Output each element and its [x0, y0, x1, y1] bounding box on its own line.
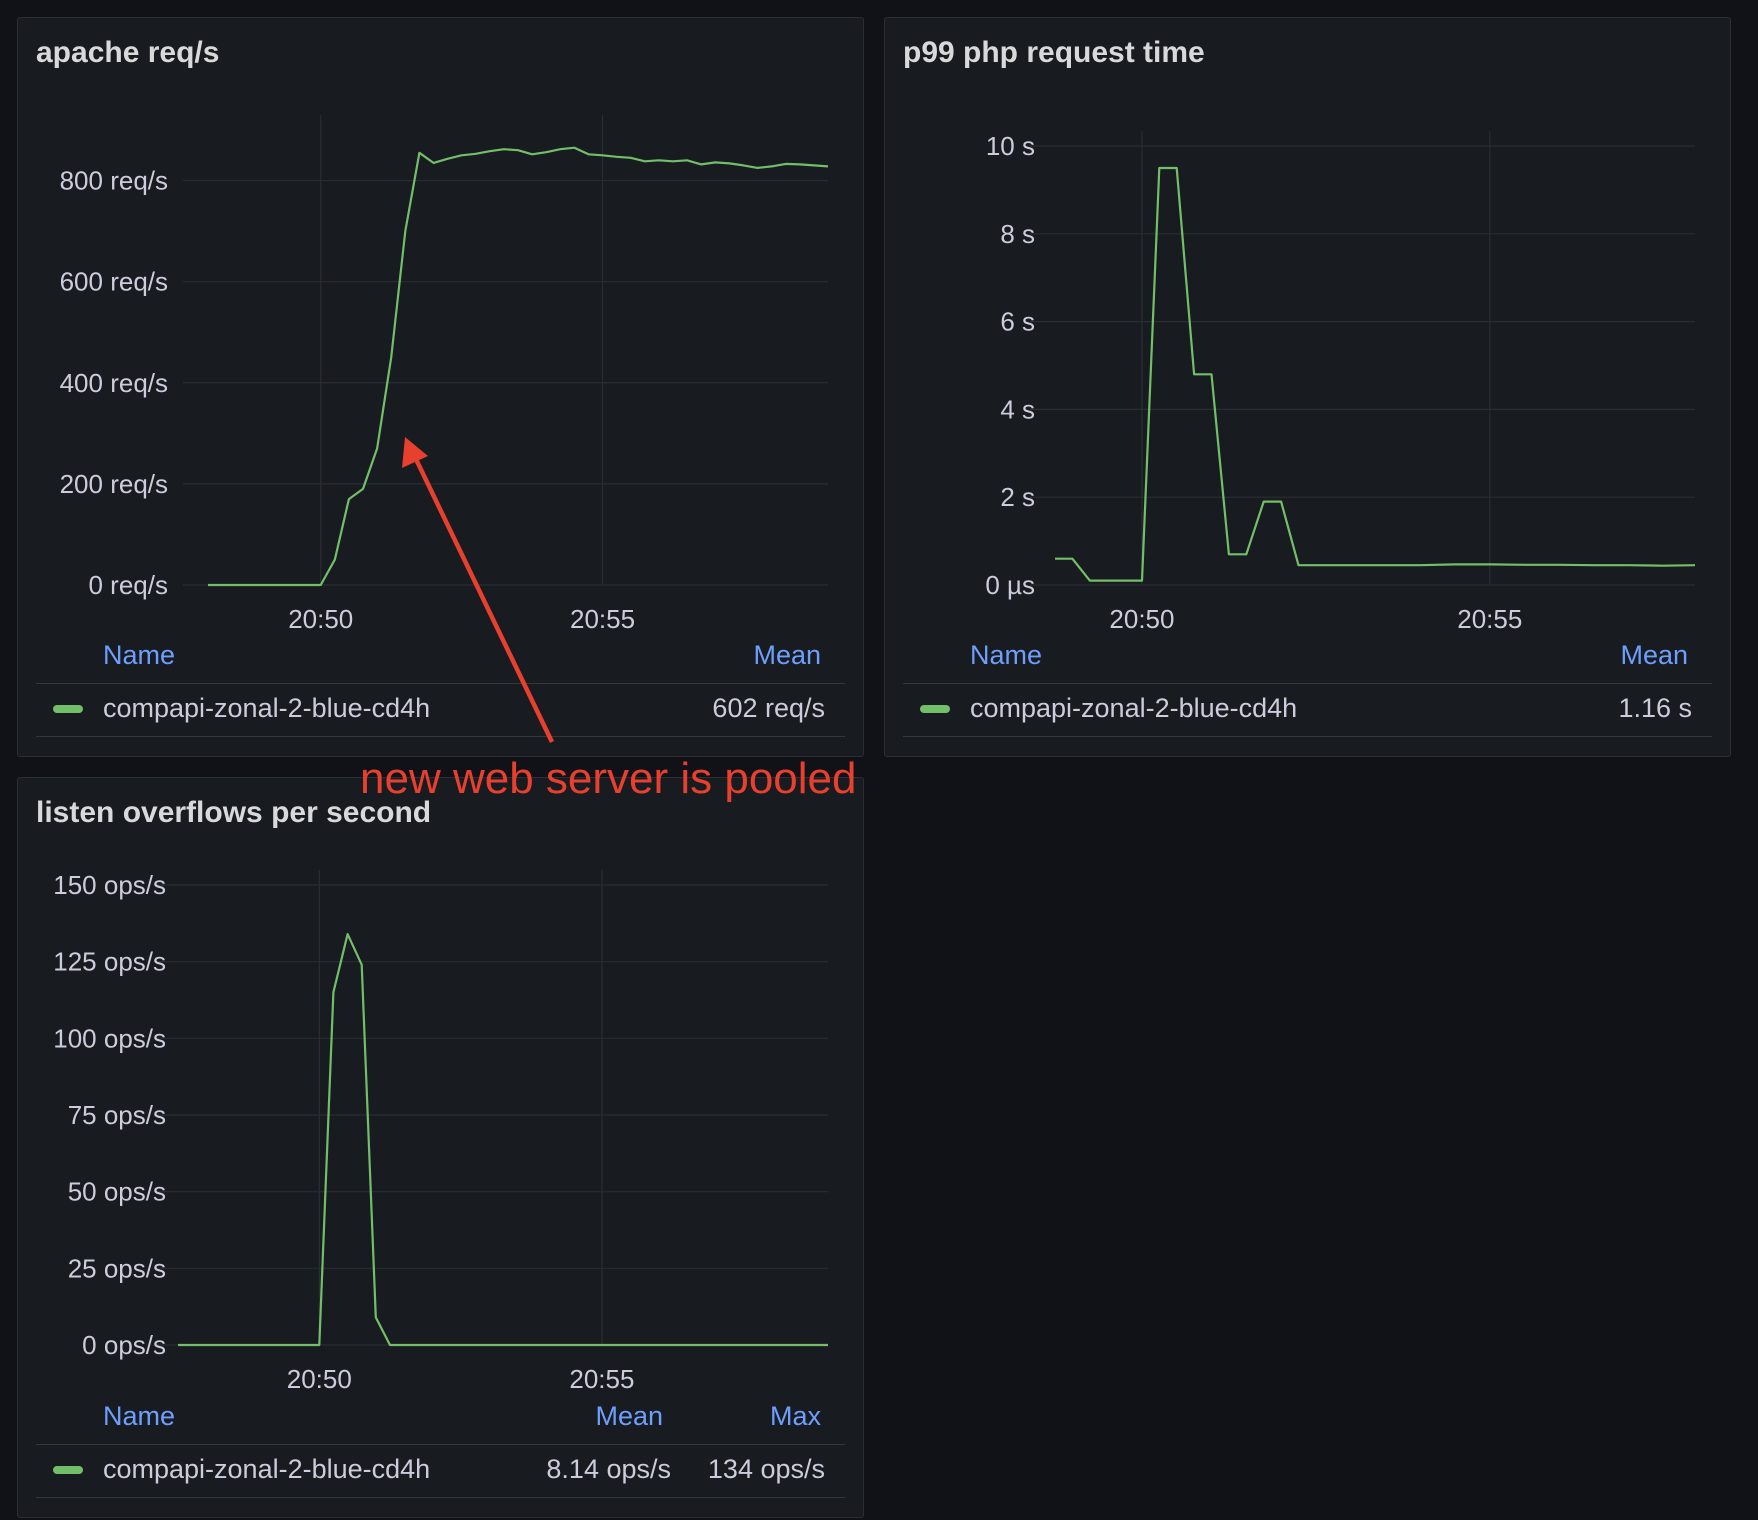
- legend-header-name[interactable]: Name: [970, 640, 1043, 670]
- x-tick-label: 20:55: [1457, 604, 1522, 634]
- series-line-compapi-zonal-2-blue-cd4h: [1055, 166, 1696, 582]
- legend-series-name[interactable]: compapi-zonal-2-blue-cd4h: [970, 693, 1298, 723]
- legend-divider: [903, 683, 1712, 684]
- y-tick-label: 600 req/s: [60, 267, 168, 297]
- legend-header-mean[interactable]: Mean: [1620, 640, 1688, 670]
- legend-series-name[interactable]: compapi-zonal-2-blue-cd4h: [103, 693, 431, 723]
- legend-mean-value: 1.16 s: [1618, 693, 1692, 723]
- y-tick-label: 0 µs: [985, 570, 1035, 600]
- y-tick-label: 10 s: [986, 131, 1035, 161]
- panel-title[interactable]: p99 php request time: [903, 36, 1205, 69]
- y-tick-label: 400 req/s: [60, 368, 168, 398]
- y-tick-label: 75 ops/s: [68, 1100, 166, 1130]
- y-tick-label: 125 ops/s: [53, 947, 166, 977]
- legend-header-mean[interactable]: Mean: [595, 1401, 663, 1431]
- x-tick-label: 20:55: [569, 1364, 634, 1394]
- y-tick-label: 800 req/s: [60, 166, 168, 196]
- legend-header-name[interactable]: Name: [103, 1401, 176, 1431]
- legend-header-name[interactable]: Name: [103, 640, 176, 670]
- y-tick-label: 2 s: [1000, 482, 1035, 512]
- legend-divider: [36, 1497, 845, 1498]
- series-line-compapi-zonal-2-blue-cd4h: [178, 933, 828, 1347]
- y-tick-label: 0 req/s: [89, 570, 169, 600]
- x-tick-label: 20:55: [570, 604, 635, 634]
- legend-header-mean[interactable]: Mean: [753, 640, 821, 670]
- legend-series-name[interactable]: compapi-zonal-2-blue-cd4h: [103, 1454, 431, 1484]
- panel-title[interactable]: apache req/s: [36, 36, 220, 69]
- y-tick-label: 6 s: [1000, 307, 1035, 337]
- apache-req-chart: 0 req/s 200 req/s 400 req/s 600 req/s 800 re…: [60, 115, 829, 634]
- legend-header-max[interactable]: Max: [769, 1401, 821, 1431]
- legend-divider: [36, 683, 845, 684]
- x-tick-label: 20:50: [1109, 604, 1174, 634]
- panel-title[interactable]: listen overflows per second: [36, 796, 432, 829]
- legend-mean-value: 8.14 ops/s: [546, 1454, 671, 1484]
- x-tick-label: 20:50: [288, 604, 353, 634]
- panel-listen-overflows: listen overflows per second 0 ops/s 25 op…: [17, 777, 864, 1518]
- series-color-swatch: [920, 705, 950, 713]
- y-tick-label: 200 req/s: [60, 469, 168, 499]
- panel-apache-req: apache req/s 0 req/s 200 req/s 400 req/s 60…: [17, 17, 864, 757]
- series-color-swatch: [53, 705, 83, 713]
- y-tick-label: 25 ops/s: [68, 1253, 166, 1283]
- legend-max-value: 134 ops/s: [707, 1454, 825, 1484]
- x-tick-label: 20:50: [287, 1364, 352, 1394]
- legend-divider: [36, 1444, 845, 1445]
- php-request-time-chart: 0 µs 2 s 4 s 6 s 8 s 10 s 20:50 20:55: [985, 131, 1696, 634]
- y-tick-label: 4 s: [1000, 394, 1035, 424]
- legend-divider: [36, 736, 845, 737]
- y-tick-label: 8 s: [1000, 219, 1035, 249]
- y-tick-label: 150 ops/s: [53, 870, 166, 900]
- legend-mean-value: 602 req/s: [712, 693, 825, 723]
- y-tick-label: 50 ops/s: [68, 1177, 166, 1207]
- panel-php-request-time: p99 php request time 0 µs 2 s 4 s 6 s 8 s 10 …: [884, 17, 1731, 757]
- series-line-compapi-zonal-2-blue-cd4h: [208, 146, 829, 587]
- y-tick-label: 100 ops/s: [53, 1023, 166, 1053]
- legend-divider: [903, 736, 1712, 737]
- series-color-swatch: [53, 1466, 83, 1474]
- listen-overflows-chart: 0 ops/s 25 ops/s 50 ops/s 75 ops/s 100 ops/s…: [53, 870, 828, 1394]
- y-tick-label: 0 ops/s: [82, 1330, 166, 1360]
